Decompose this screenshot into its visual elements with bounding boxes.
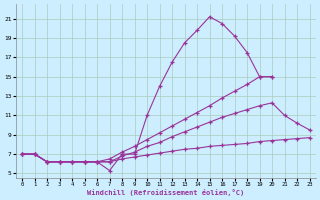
X-axis label: Windchill (Refroidissement éolien,°C): Windchill (Refroidissement éolien,°C) bbox=[87, 189, 244, 196]
